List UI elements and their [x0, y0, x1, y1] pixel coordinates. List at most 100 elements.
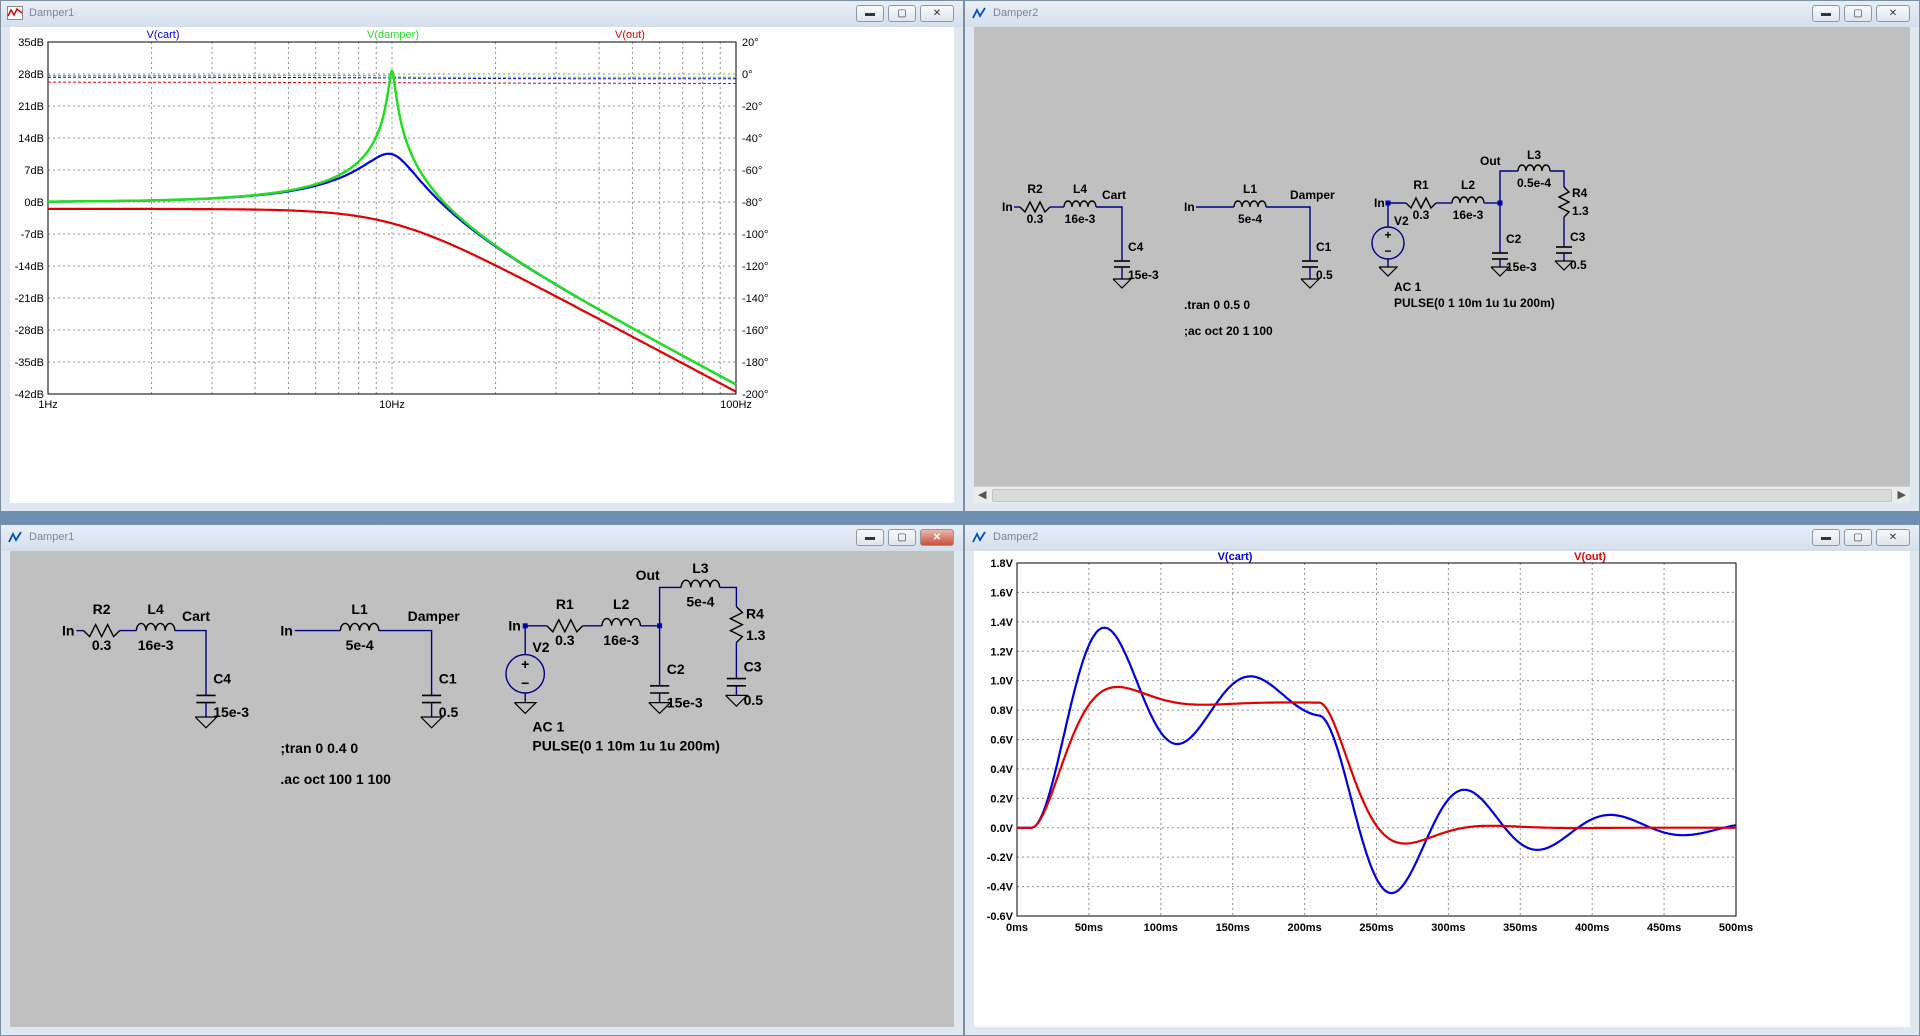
inductor-l3 [1517, 164, 1551, 172]
y-tick-label-phase: -60° [742, 165, 762, 177]
maximize-button[interactable]: ▢ [888, 529, 916, 546]
title-bar[interactable]: Damper2 ▬ ▢ ✕ [965, 525, 1919, 551]
net-label-in: In [62, 622, 74, 638]
component-label-r2: R2 [1027, 182, 1043, 196]
y-tick-label: 1.8V [990, 558, 1013, 570]
component-value-c2: 15e-3 [1506, 260, 1537, 274]
maximize-button[interactable]: ▢ [1844, 529, 1872, 546]
scroll-left-icon[interactable]: ◀ [978, 489, 987, 501]
title-bar[interactable]: Damper2 ▬ ▢ ✕ [965, 1, 1919, 27]
component-label-v2: V2 [532, 639, 549, 655]
component-label-l3: L3 [692, 560, 709, 576]
component-value-c4: 15e-3 [213, 704, 249, 720]
y-tick-label-db: -35dB [15, 357, 44, 369]
schematic-pane[interactable]: In R2 0.3 L4 16e-3 Cart C4 15e-3 In L1 5e-4 Damper C… [974, 27, 1910, 503]
net-label-out: Out [1480, 154, 1501, 168]
x-tick-label: 350ms [1503, 922, 1537, 934]
y-tick-label-db: 35dB [18, 37, 44, 49]
ground-symbol [1112, 278, 1133, 289]
scroll-thumb[interactable] [992, 489, 1892, 502]
y-tick-label: 1.0V [990, 676, 1013, 688]
window-title: Damper1 [29, 7, 75, 19]
trace-label: V(cart) [1218, 551, 1253, 563]
component-value-l2: 16e-3 [603, 632, 639, 648]
component-label-l4: L4 [147, 601, 164, 617]
net-label-in: In [1002, 200, 1013, 214]
title-bar[interactable]: Damper1 ▬ ▢ ✕ [1, 525, 963, 551]
spice-directive-tran: .tran 0 0.5 0 [1184, 298, 1250, 312]
y-tick-label-phase: -120° [742, 261, 768, 273]
y-tick-label-phase: -160° [742, 325, 768, 337]
x-tick-label: 150ms [1216, 922, 1250, 934]
maximize-button[interactable]: ▢ [888, 5, 916, 22]
schematic-icon [972, 531, 986, 543]
component-label-r1: R1 [1413, 178, 1429, 192]
window-damper2-schematic: Damper2 ▬ ▢ ✕ In R2 0.3 L4 16e-3 Cart C4 15e-3 I… [964, 0, 1920, 512]
resistor-r4 [728, 606, 744, 644]
component-label-l4: L4 [1073, 182, 1087, 196]
minimize-button[interactable]: ▬ [1812, 5, 1840, 22]
close-button[interactable]: ✕ [1876, 5, 1910, 22]
maximize-button[interactable]: ▢ [1844, 5, 1872, 22]
component-label-c1: C1 [1316, 240, 1332, 254]
y-tick-label-phase: 20° [742, 37, 759, 49]
x-tick-label: 400ms [1575, 922, 1609, 934]
y-tick-label-phase: -100° [742, 229, 768, 241]
component-label-c3: C3 [1570, 230, 1586, 244]
window-damper1-ac: Damper1 ▬ ▢ ✕ 35dB 20° 28dB 0° 21dB -20° 14dB -… [0, 0, 964, 512]
component-label-c3: C3 [744, 658, 762, 674]
component-value-c3: 0.5 [744, 692, 764, 708]
y-tick-label-phase: -80° [742, 197, 762, 209]
trace-label: V(out) [615, 29, 645, 41]
net-label-cart: Cart [1102, 188, 1126, 202]
window-title: Damper2 [993, 531, 1039, 543]
scroll-right-icon[interactable]: ▶ [1897, 489, 1906, 501]
component-value-l2: 16e-3 [1453, 208, 1484, 222]
inductor-l2 [1451, 196, 1485, 204]
minimize-button[interactable]: ▬ [856, 529, 884, 546]
component-label-l1: L1 [1243, 182, 1257, 196]
component-value-r2: 0.3 [1027, 212, 1044, 226]
net-label-in: In [508, 618, 520, 634]
wire [1499, 170, 1518, 203]
title-bar[interactable]: Damper1 ▬ ▢ ✕ [1, 1, 963, 27]
bode-plot[interactable]: 35dB 20° 28dB 0° 21dB -20° 14dB -40° 7dB -60° 0dB -… [10, 27, 954, 503]
horizontal-scrollbar[interactable]: ◀ ▶ [974, 486, 1910, 503]
transient-plot[interactable]: 0ms 50ms 100ms 150ms 200ms 250ms 300ms 350ms 400… [974, 551, 1910, 1027]
window-title: Damper2 [993, 7, 1039, 19]
minimize-button[interactable]: ▬ [856, 5, 884, 22]
y-tick-label: 1.6V [990, 587, 1013, 599]
resistor-r2 [83, 623, 121, 639]
component-value-r1: 0.3 [555, 632, 575, 648]
plot-background [10, 27, 954, 503]
window-damper1-schematic: Damper1 ▬ ▢ ✕ In R2 0.3 L4 16e-3 Cart C4 15e-3 I… [0, 524, 964, 1036]
out-magnitude-trace [48, 207, 737, 393]
component-label-l3: L3 [1527, 148, 1541, 162]
x-tick-label: 450ms [1647, 922, 1681, 934]
resistor-r1 [546, 618, 584, 634]
transient-plot-pane[interactable]: 0ms 50ms 100ms 150ms 200ms 250ms 300ms 350ms 400… [974, 551, 1910, 1027]
y-tick-label: -0.4V [987, 882, 1014, 894]
y-tick-label-db: 14dB [18, 133, 44, 145]
schematic-pane[interactable]: In R2 0.3 L4 16e-3 Cart C4 15e-3 In L1 5e-4 Damper C… [10, 551, 954, 1027]
ground-symbol [513, 702, 538, 715]
damper-magnitude-trace [48, 69, 737, 386]
resistor-r4 [1557, 186, 1571, 218]
close-button[interactable]: ✕ [920, 5, 954, 22]
inductor-l2 [601, 617, 642, 626]
x-tick-label: 100Hz [720, 399, 752, 411]
bode-plot-pane[interactable]: 35dB 20° 28dB 0° 21dB -20° 14dB -40° 7dB -60° 0dB -… [10, 27, 954, 503]
component-label-c2: C2 [667, 661, 685, 677]
close-button[interactable]: ✕ [920, 529, 954, 546]
y-tick-label: 0.8V [990, 705, 1013, 717]
out-voltage-trace [1017, 685, 1736, 845]
source-minus-sign: − [1384, 244, 1391, 258]
schematic-canvas[interactable]: In R2 0.3 L4 16e-3 Cart C4 15e-3 In L1 5e-4 Damper C… [10, 551, 954, 1027]
close-button[interactable]: ✕ [1876, 529, 1910, 546]
schematic-canvas[interactable]: In R2 0.3 L4 16e-3 Cart C4 15e-3 In L1 5e-4 Damper C… [974, 27, 1910, 489]
minimize-button[interactable]: ▬ [1812, 529, 1840, 546]
y-tick-label-phase: -40° [742, 133, 762, 145]
spice-directive-ac: ;ac oct 20 1 100 [1184, 324, 1273, 338]
wire [174, 629, 207, 696]
component-label-v2: V2 [1394, 214, 1409, 228]
